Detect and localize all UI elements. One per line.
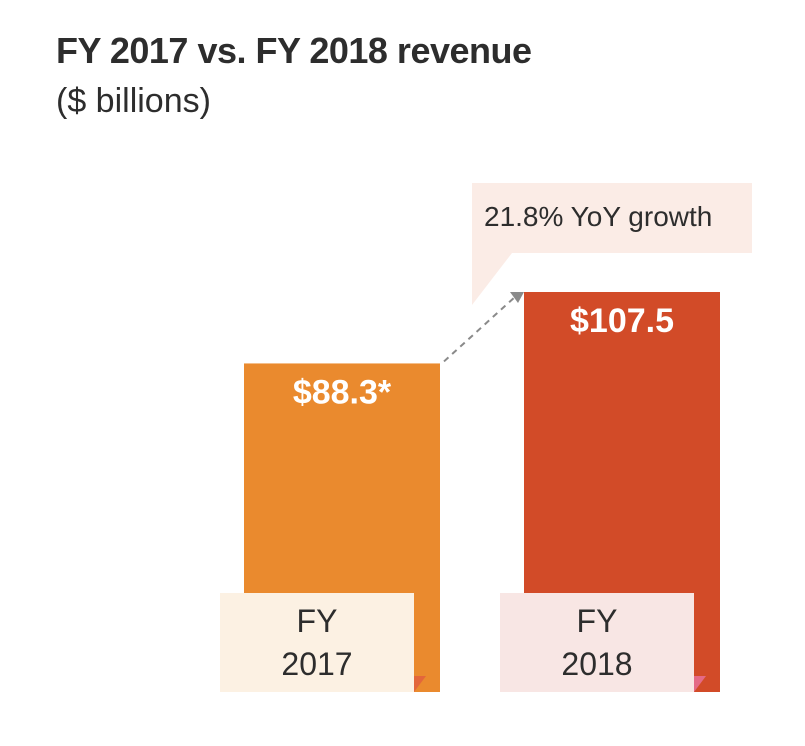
- value-label-fy2018: $107.5: [570, 302, 674, 340]
- value-label-fy2017: $88.3*: [293, 373, 392, 411]
- chart-title: FY 2017 vs. FY 2018 revenue: [56, 30, 532, 71]
- tick-label-fy2017-line2: 2017: [281, 646, 352, 682]
- growth-callout-box: [472, 183, 752, 305]
- tick-corner-fy2017: [414, 676, 426, 692]
- tick-box-fy2017: [220, 593, 414, 692]
- tick-label-fy2018-line2: 2018: [561, 646, 632, 682]
- growth-arrow-line: [443, 295, 517, 363]
- tick-label-fy2017-line1: FY: [297, 603, 338, 639]
- tick-corner-fy2018: [694, 676, 706, 692]
- chart-subtitle: ($ billions): [56, 82, 211, 120]
- growth-callout-text: 21.8% YoY growth: [484, 201, 712, 232]
- growth-arrow-head: [510, 292, 524, 303]
- tick-box-fy2018: [500, 593, 694, 692]
- tick-label-fy2018-line1: FY: [577, 603, 618, 639]
